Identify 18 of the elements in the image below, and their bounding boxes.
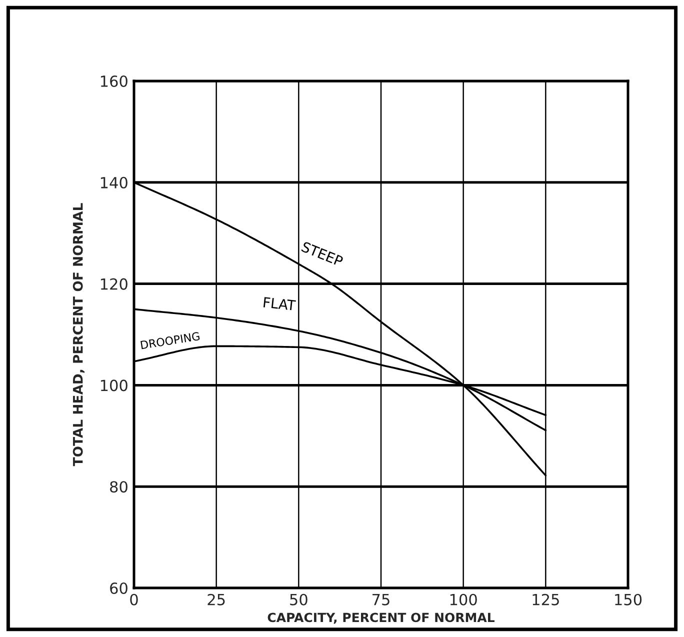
text: DROOPING xyxy=(140,332,200,350)
y-tick-label: 160 xyxy=(100,75,128,88)
x-axis-title: CAPACITY, PERCENT OF NORMAL xyxy=(268,612,494,624)
y-axis-title: TOTAL HEAD, PERCENT OF NORMAL xyxy=(72,203,85,466)
x-tick-label: 25 xyxy=(208,594,225,606)
x-tick-label: 50 xyxy=(290,594,308,606)
text: STEEP xyxy=(301,241,344,267)
y-tick-label: 120 xyxy=(100,278,128,290)
x-tick-label: 150 xyxy=(615,594,642,606)
y-tick-label: 60 xyxy=(110,582,128,594)
y-tick-label: 100 xyxy=(100,380,128,392)
x-tick-label: 0 xyxy=(130,594,138,606)
x-tick-label: 100 xyxy=(450,594,477,606)
text: FLAT xyxy=(263,297,296,311)
y-tick-label: 140 xyxy=(100,176,128,188)
x-tick-label: 75 xyxy=(372,594,390,606)
x-tick-label: 125 xyxy=(532,594,559,606)
y-tick-label: 80 xyxy=(110,481,128,493)
